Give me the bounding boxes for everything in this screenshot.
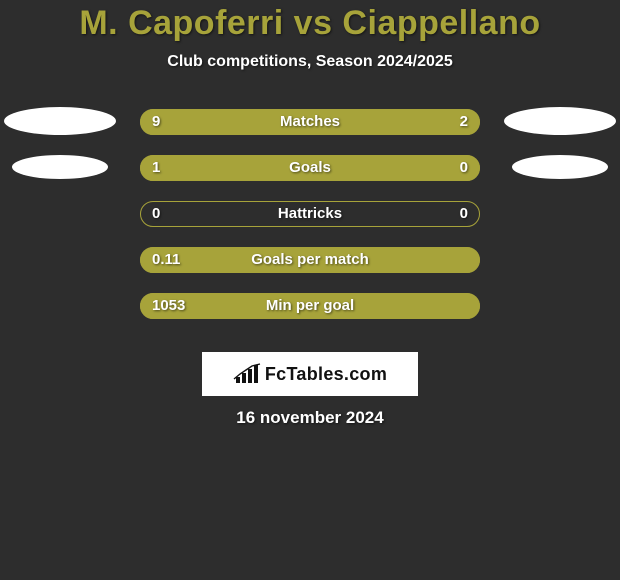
subtitle: Club competitions, Season 2024/2025	[0, 53, 620, 71]
metric-row: 0.11Goals per match	[0, 237, 620, 283]
metric-row: 10Goals	[0, 145, 620, 191]
player-right-marker	[504, 107, 616, 135]
bar-chart-icon	[233, 363, 261, 385]
brand-badge: FcTables.com	[202, 352, 418, 396]
page-title: M. Capoferri vs Ciappellano	[0, 0, 620, 43]
metric-bar: 10Goals	[140, 155, 480, 181]
metric-rows: 92Matches 10Goals 00Hattricks 0.11Goals per…	[0, 99, 620, 329]
metric-bar: 1053Min per goal	[140, 293, 480, 319]
comparison-infographic: M. Capoferri vs Ciappellano Club competi…	[0, 0, 620, 580]
metric-label: Matches	[140, 109, 480, 135]
player-left-marker	[12, 155, 108, 179]
metric-label: Min per goal	[140, 293, 480, 319]
player-right-marker	[512, 155, 608, 179]
player-left-marker	[4, 107, 116, 135]
metric-label: Hattricks	[140, 201, 480, 227]
metric-label: Goals per match	[140, 247, 480, 273]
metric-row: 1053Min per goal	[0, 283, 620, 329]
metric-label: Goals	[140, 155, 480, 181]
brand-text: FcTables.com	[265, 364, 387, 385]
metric-bar: 00Hattricks	[140, 201, 480, 227]
metric-row: 92Matches	[0, 99, 620, 145]
metric-bar: 92Matches	[140, 109, 480, 135]
date-label: 16 november 2024	[0, 408, 620, 428]
metric-bar: 0.11Goals per match	[140, 247, 480, 273]
metric-row: 00Hattricks	[0, 191, 620, 237]
